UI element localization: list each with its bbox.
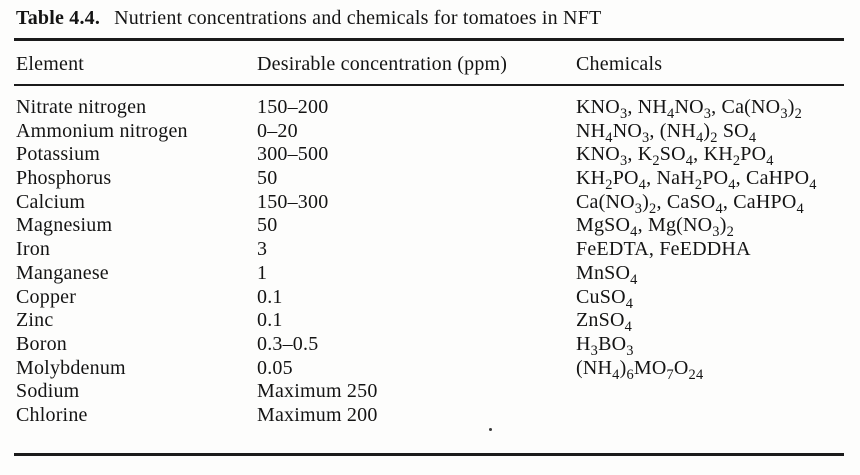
table-rule-bottom	[14, 453, 844, 456]
concentration-cell: 1	[257, 261, 268, 284]
element-cell: Nitrate nitrogen	[16, 96, 147, 118]
element-cell: Calcium	[16, 190, 86, 213]
chemicals-cell: NH4NO3, (NH4)2 SO4	[576, 119, 757, 146]
chemicals-cell: KH2PO4, NaH2PO4, CaHPO4	[576, 167, 817, 194]
element-cell: Manganese	[16, 261, 109, 284]
chemicals-cell: FeEDTA, FeEDDHA	[576, 238, 751, 261]
concentration-cell: 50	[257, 214, 278, 237]
chemicals-cell: KNO3, NH4NO3, Ca(NO3)2	[576, 96, 802, 122]
chemicals-cell: CuSO4	[576, 285, 634, 312]
element-cell: Iron	[16, 238, 51, 261]
chemicals-cell	[576, 380, 817, 404]
element-cell: Ammonium nitrogen	[16, 119, 188, 142]
table-number: Table 4.4.	[16, 7, 101, 29]
concentration-cell: 0–20	[257, 119, 298, 142]
concentration-cell: 3	[257, 238, 268, 261]
table-rule-header	[14, 84, 844, 86]
chemicals-cell: MgSO4, Mg(NO3)2	[576, 214, 734, 241]
element-cell: Potassium	[16, 143, 101, 166]
element-cell: Boron	[16, 332, 67, 355]
chemicals-cell	[576, 404, 817, 428]
table-row: Molybdenum 0.05 (NH4)6MO7O24	[16, 356, 817, 383]
table-row: Iron 3 FeEDTA, FeEDDHA	[16, 238, 817, 262]
stray-ink-dot	[489, 428, 492, 431]
table-row: Nitrate nitrogen 150–200 KNO3, NH4NO3, C…	[16, 96, 817, 122]
table-row: Phosphorus 50 KH2PO4, NaH2PO4, CaHPO4	[16, 167, 817, 194]
table-rule-top	[14, 38, 844, 41]
table-row: Sodium Maximum 250	[16, 380, 817, 404]
element-cell: Copper	[16, 285, 77, 308]
table-row: Copper 0.1 CuSO4	[16, 285, 817, 312]
column-header-chemicals: Chemicals	[576, 53, 663, 75]
concentration-cell: 0.1	[257, 285, 283, 308]
chemicals-cell: ZnSO4	[576, 309, 632, 336]
concentration-cell: Maximum 200	[257, 403, 378, 426]
table-row: Manganese 1 MnSO4	[16, 261, 817, 288]
table-row: Zinc 0.1 ZnSO4	[16, 309, 817, 336]
chemicals-cell: Ca(NO3)2, CaSO4, CaHPO4	[576, 190, 804, 217]
element-cell: Molybdenum	[16, 356, 126, 379]
concentration-cell: 0.05	[257, 356, 293, 379]
concentration-cell: 300–500	[257, 143, 329, 166]
column-header-element: Element	[16, 53, 85, 75]
concentration-cell: 50	[257, 167, 278, 190]
concentration-cell: Maximum 250	[257, 380, 378, 403]
element-cell: Chlorine	[16, 403, 88, 426]
table-caption: Nutrient concentrations and chemicals fo…	[114, 7, 602, 29]
table-row: Boron 0.3–0.5 H3BO3	[16, 332, 817, 359]
table-body: Nitrate nitrogen 150–200 KNO3, NH4NO3, C…	[16, 96, 817, 428]
table-row: Magnesium 50 MgSO4, Mg(NO3)2	[16, 214, 817, 241]
table-title: Table 4.4. Nutrient concentrations and ch…	[16, 6, 601, 30]
chemicals-cell: MnSO4	[576, 261, 638, 288]
chemicals-cell: H3BO3	[576, 332, 634, 359]
element-cell: Zinc	[16, 309, 54, 332]
concentration-cell: 150–300	[257, 190, 329, 213]
element-cell: Sodium	[16, 380, 80, 403]
table-row: Ammonium nitrogen 0–20 NH4NO3, (NH4)2 SO…	[16, 119, 817, 146]
table-header-row: Element Desirable concentration (ppm) Ch…	[16, 52, 662, 76]
table-row: Chlorine Maximum 200	[16, 404, 817, 428]
table-row: Calcium 150–300 Ca(NO3)2, CaSO4, CaHPO4	[16, 190, 817, 217]
concentration-cell: 0.3–0.5	[257, 332, 319, 355]
column-header-concentration: Desirable concentration (ppm)	[257, 53, 508, 75]
element-cell: Phosphorus	[16, 167, 112, 190]
chemicals-cell: (NH4)6MO7O24	[576, 356, 704, 383]
concentration-cell: 0.1	[257, 309, 283, 332]
element-cell: Magnesium	[16, 214, 113, 237]
table-row: Potassium 300–500 KNO3, K2SO4, KH2PO4	[16, 143, 817, 170]
concentration-cell: 150–200	[257, 96, 329, 118]
chemicals-cell: KNO3, K2SO4, KH2PO4	[576, 143, 774, 170]
